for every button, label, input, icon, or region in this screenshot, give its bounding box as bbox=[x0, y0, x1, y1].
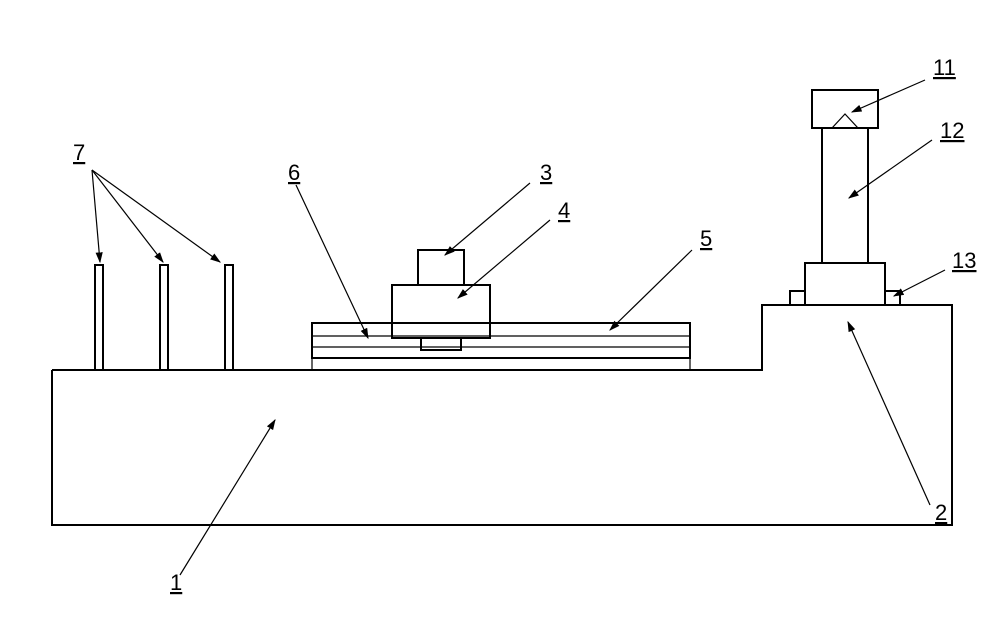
label-l11: 11 bbox=[933, 55, 956, 80]
label-l7: 7 bbox=[73, 140, 85, 165]
leader-l7b bbox=[92, 170, 163, 262]
label-l5: 5 bbox=[700, 226, 712, 251]
leader-l7c bbox=[92, 170, 100, 262]
leader-l11 bbox=[852, 80, 925, 112]
leader-l3 bbox=[445, 183, 530, 255]
leader-l2 bbox=[848, 322, 930, 505]
label-l1: 1 bbox=[170, 570, 182, 595]
label-l2: 2 bbox=[935, 500, 947, 525]
label-l12: 12 bbox=[940, 118, 964, 143]
label-l3: 3 bbox=[540, 160, 552, 185]
leader-l7a bbox=[92, 170, 220, 262]
leader-l6 bbox=[296, 185, 368, 338]
leader-l1 bbox=[180, 420, 275, 575]
label-l13: 13 bbox=[952, 248, 976, 273]
leader-l12 bbox=[849, 140, 932, 198]
label-l4: 4 bbox=[558, 198, 570, 223]
leader-l13 bbox=[894, 270, 945, 296]
label-l6: 6 bbox=[288, 160, 300, 185]
leader-l5 bbox=[610, 250, 692, 330]
